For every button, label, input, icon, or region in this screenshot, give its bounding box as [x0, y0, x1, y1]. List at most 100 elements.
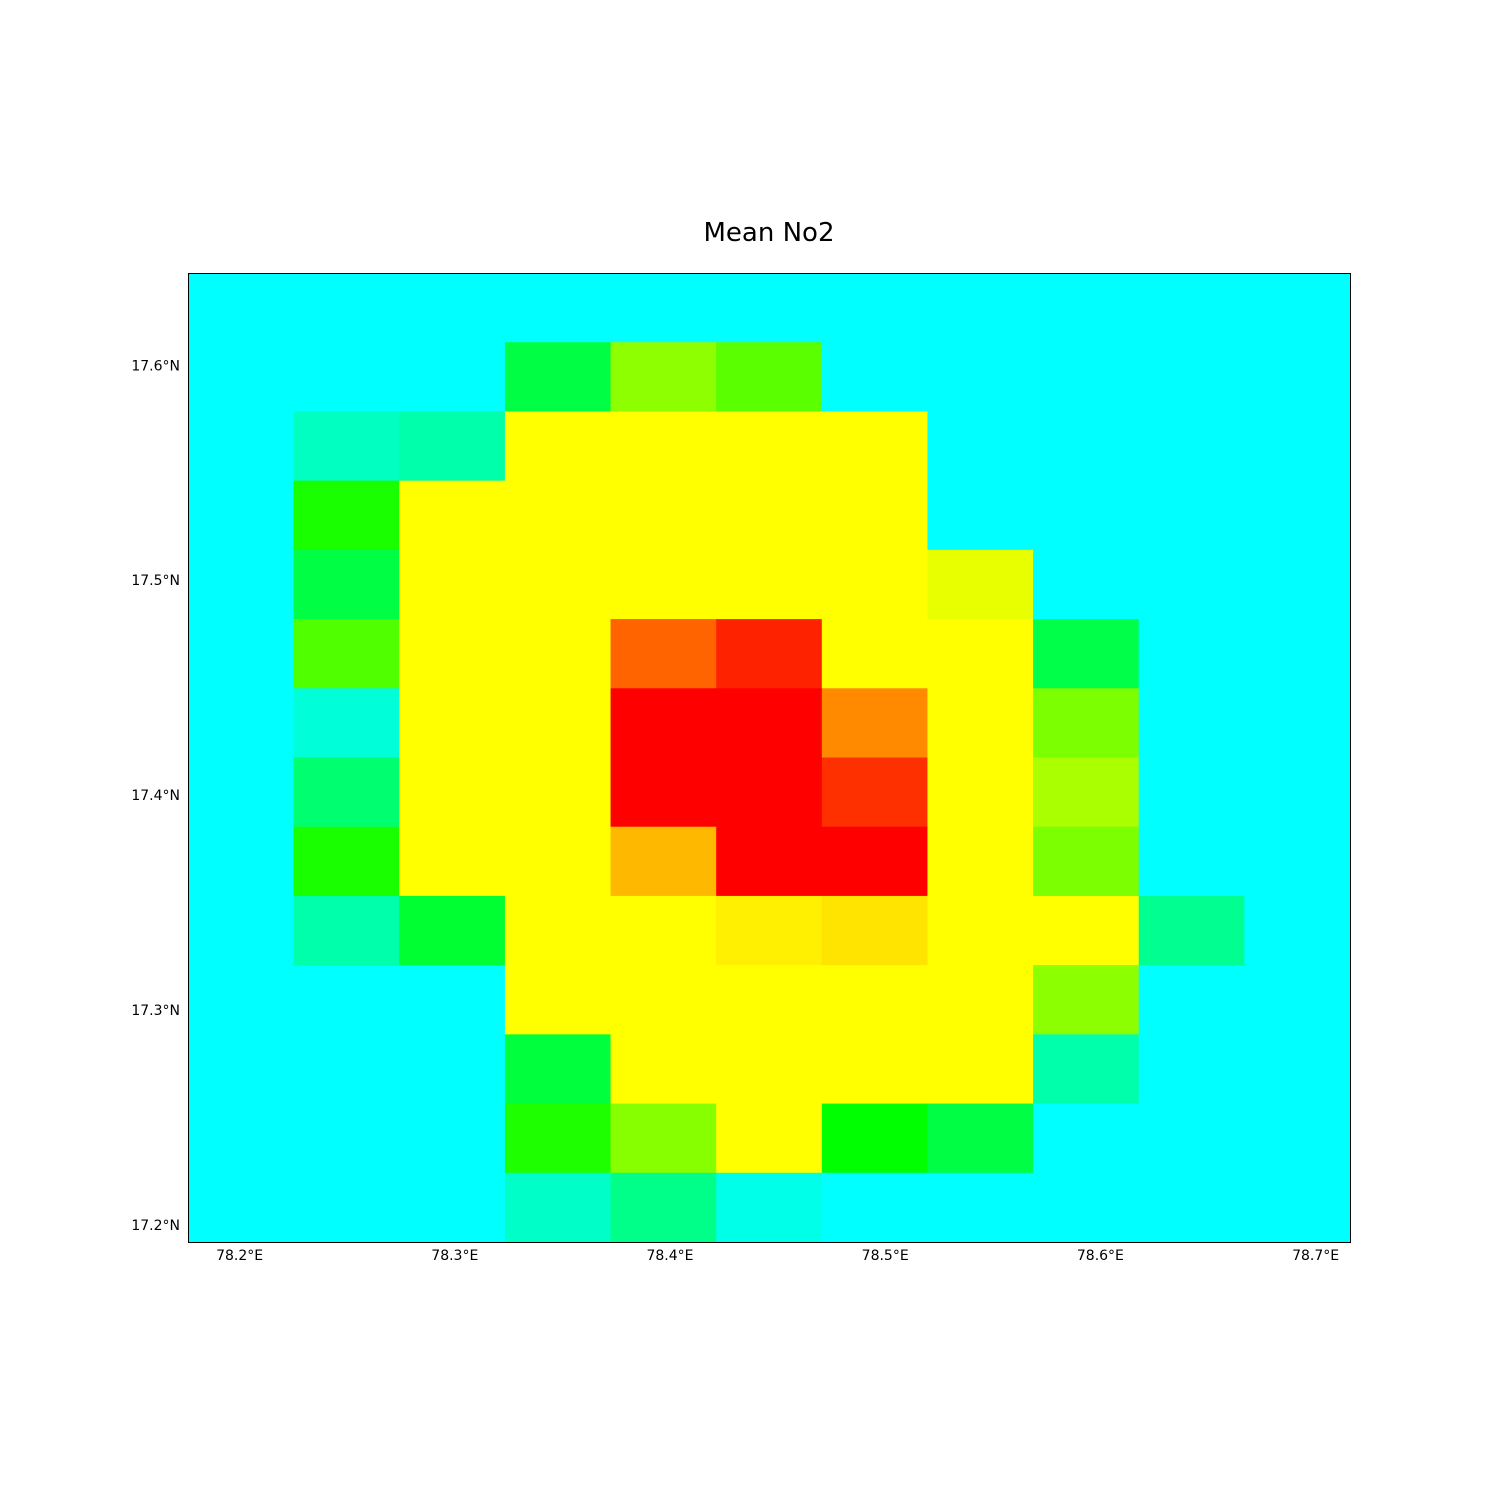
heatmap-cell [610, 826, 717, 897]
heatmap-cell [293, 757, 400, 828]
heatmap-cell [293, 1103, 400, 1174]
heatmap-cell [399, 965, 506, 1035]
heatmap-cell [716, 895, 823, 966]
heatmap-cell [1138, 1103, 1245, 1174]
heatmap-cell [927, 826, 1034, 897]
heatmap-cell [504, 411, 612, 482]
heatmap-cells [188, 273, 1351, 1243]
heatmap-cell [188, 1034, 295, 1105]
heatmap-cell [293, 688, 400, 759]
heatmap-cell [821, 965, 929, 1035]
heatmap-cell [188, 895, 295, 966]
heatmap-cell [1033, 757, 1140, 828]
heatmap-cell [293, 549, 400, 620]
heatmap-cell [504, 826, 612, 897]
heatmap-cell [1244, 1172, 1351, 1243]
heatmap-cell [188, 688, 295, 759]
heatmap-cell [1138, 273, 1245, 343]
heatmap-cell [1138, 342, 1245, 413]
heatmap-cell [821, 895, 929, 966]
heatmap-cell [610, 1034, 717, 1105]
heatmap-cell [1033, 273, 1140, 343]
heatmap-cell [293, 1172, 400, 1243]
y-axis: 17.6°N 17.5°N 17.4°N 17.3°N 17.2°N [131, 358, 180, 1233]
heatmap-cell [399, 1103, 506, 1174]
heatmap-cell [1244, 549, 1351, 620]
y-tick-label: 17.2°N [131, 1218, 180, 1234]
heatmap-cell [1033, 965, 1140, 1035]
heatmap-cell [716, 965, 823, 1035]
heatmap-cell [1138, 895, 1245, 966]
heatmap-cell [716, 619, 823, 689]
heatmap-cell [1033, 411, 1140, 482]
heatmap-cell [399, 1172, 506, 1243]
chart-title: Mean No2 [703, 218, 835, 248]
heatmap-cell [504, 549, 612, 620]
heatmap-cell [821, 826, 929, 897]
heatmap-cell [927, 1172, 1034, 1243]
heatmap-cell [610, 273, 717, 343]
heatmap-cell [1138, 826, 1245, 897]
heatmap-cell [821, 480, 929, 551]
heatmap-cell [1244, 480, 1351, 551]
heatmap-cell [821, 342, 929, 413]
heatmap-cell [399, 688, 506, 759]
heatmap-cell [504, 965, 612, 1035]
heatmap-cell [1244, 826, 1351, 897]
heatmap-cell [610, 342, 717, 413]
heatmap-cell [293, 342, 400, 413]
heatmap-cell [927, 1034, 1034, 1105]
heatmap-cell [504, 273, 612, 343]
heatmap-cell [1138, 965, 1245, 1035]
heatmap-cell [1138, 1034, 1245, 1105]
heatmap-cell [188, 1172, 295, 1243]
heatmap-cell [504, 480, 612, 551]
heatmap-cell [504, 342, 612, 413]
heatmap-cell [1033, 688, 1140, 759]
heatmap-cell [716, 1172, 823, 1243]
heatmap-cell [610, 757, 717, 828]
heatmap-cell [716, 273, 823, 343]
heatmap-cell [188, 342, 295, 413]
heatmap-cell [821, 411, 929, 482]
heatmap-cell [399, 480, 506, 551]
heatmap-cell [1138, 1172, 1245, 1243]
heatmap-cell [716, 480, 823, 551]
x-tick-label: 78.2°E [216, 1248, 263, 1264]
heatmap-cell [1244, 342, 1351, 413]
heatmap-cell [927, 549, 1034, 620]
heatmap-cell [399, 411, 506, 482]
x-tick-label: 78.7°E [1292, 1248, 1339, 1264]
heatmap-cell [293, 619, 400, 689]
heatmap-cell [399, 895, 506, 966]
heatmap-cell [504, 619, 612, 689]
heatmap-cell [716, 342, 823, 413]
x-tick-label: 78.5°E [862, 1248, 909, 1264]
heatmap-cell [504, 1103, 612, 1174]
heatmap-cell [504, 1172, 612, 1243]
heatmap-cell [821, 688, 929, 759]
heatmap-cell [504, 895, 612, 966]
heatmap-cell [716, 826, 823, 897]
heatmap-cell [927, 480, 1034, 551]
y-tick-label: 17.4°N [131, 788, 180, 804]
heatmap-cell [927, 411, 1034, 482]
x-axis: 78.2°E 78.3°E 78.4°E 78.5°E 78.6°E 78.7°E [216, 1248, 1339, 1264]
heatmap-cell [188, 757, 295, 828]
heatmap-cell [188, 619, 295, 689]
heatmap-cell [821, 757, 929, 828]
heatmap-cell [1138, 688, 1245, 759]
heatmap-cell [821, 1034, 929, 1105]
heatmap-cell [188, 480, 295, 551]
heatmap-cell [399, 757, 506, 828]
heatmap-cell [610, 1103, 717, 1174]
heatmap-cell [610, 965, 717, 1035]
x-tick-label: 78.6°E [1077, 1248, 1124, 1264]
heatmap-cell [504, 1034, 612, 1105]
heatmap-cell [716, 1034, 823, 1105]
heatmap-cell [1033, 1034, 1140, 1105]
heatmap-cell [716, 549, 823, 620]
heatmap-cell [188, 1103, 295, 1174]
heatmap-cell [927, 895, 1034, 966]
